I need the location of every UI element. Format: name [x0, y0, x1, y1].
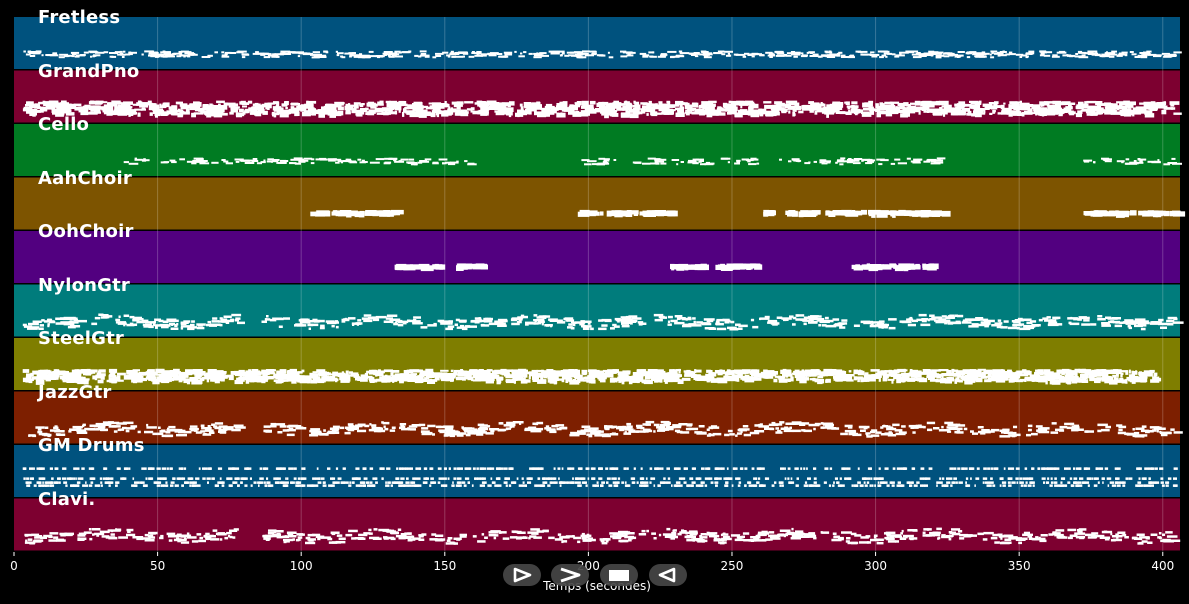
x-tick-label: 150 — [433, 559, 457, 573]
track-label-gm-drums: GM Drums — [38, 435, 145, 456]
track-lane-clavi — [14, 498, 1180, 551]
playback-controls — [503, 564, 688, 586]
rewind-icon — [658, 567, 676, 583]
x-tick-label: 250 — [720, 559, 744, 573]
track-lane-cello — [14, 124, 1180, 176]
track-label-jazzgtr: JazzGtr — [38, 381, 112, 403]
track-notes-nylongtr — [22, 313, 1184, 331]
rewind-button[interactable] — [649, 564, 687, 586]
track-notes-fretless — [23, 50, 1182, 59]
track-lane-fretless — [14, 17, 1180, 69]
track-notes-grandpno — [22, 100, 1182, 119]
fast-forward-button[interactable] — [551, 564, 589, 586]
track-lane-gm-drums — [14, 445, 1180, 497]
x-axis-ticks — [13, 552, 1164, 556]
note-layer — [22, 50, 1186, 545]
x-tick-label: 0 — [10, 559, 18, 573]
track-label-aahchoir: AahChoir — [38, 167, 132, 189]
stop-button[interactable] — [600, 564, 638, 586]
track-label-grandpno: GrandPno — [38, 60, 140, 82]
fast-forward-icon — [560, 567, 581, 583]
x-tick-label: 350 — [1007, 559, 1031, 573]
time-gridlines — [157, 17, 1164, 552]
play-icon — [513, 567, 532, 583]
x-tick-label: 50 — [149, 559, 166, 573]
stop-icon — [609, 570, 629, 581]
track-lanes — [14, 17, 1180, 551]
track-label-cello: Cello — [38, 114, 90, 135]
track-notes-aahchoir — [310, 209, 1186, 218]
x-tick-label: 100 — [289, 559, 313, 573]
track-label-clavi: Clavi. — [38, 488, 96, 510]
track-notes-cello — [123, 157, 1182, 166]
track-label-oohchoir: OohChoir — [38, 221, 134, 242]
track-label-fretless: Fretless — [38, 7, 121, 28]
track-lane-nylongtr — [14, 284, 1180, 337]
track-notes-jazzgtr — [28, 420, 1183, 438]
track-lane-aahchoir — [14, 177, 1180, 230]
x-tick-label: 300 — [864, 559, 888, 573]
track-notes-clavi — [24, 527, 1181, 545]
x-tick-label: 400 — [1151, 559, 1175, 573]
track-label-steelgtr: SteelGtr — [38, 328, 125, 349]
track-label-nylongtr: NylonGtr — [38, 274, 131, 296]
track-notes-steelgtr — [22, 368, 1162, 385]
track-notes-gm-drums — [22, 467, 1178, 487]
track-notes-oohchoir — [394, 263, 939, 272]
play-button[interactable] — [503, 564, 541, 586]
track-lane-oohchoir — [14, 231, 1180, 283]
